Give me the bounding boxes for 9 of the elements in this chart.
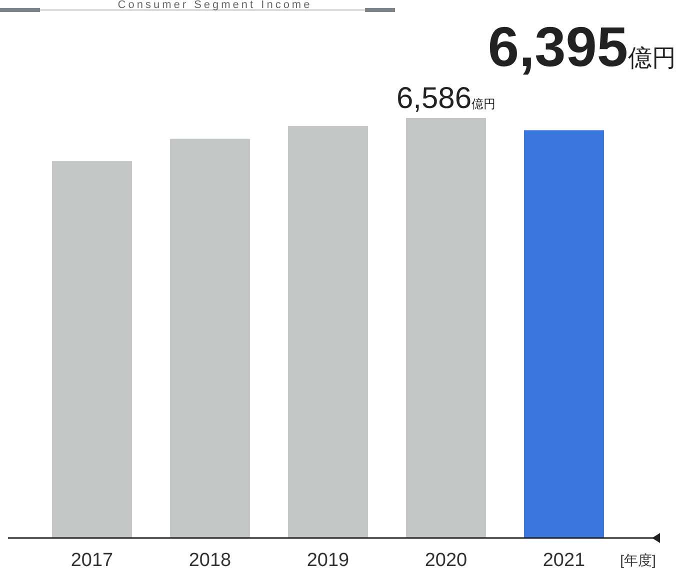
- x-tick-label: 2017: [70, 550, 114, 571]
- x-tick-label: 2019: [306, 550, 350, 571]
- x-tick-label: 2020: [424, 550, 468, 571]
- x-tick-label: 2018: [188, 550, 232, 571]
- data-label: 6,395億円: [488, 15, 676, 78]
- x-tick-label: 2021: [542, 550, 586, 571]
- data-label: 6,586億円: [396, 82, 496, 115]
- chart-title: Consumer Segment Income: [118, 0, 312, 11]
- x-axis-title: [年度]: [620, 552, 656, 568]
